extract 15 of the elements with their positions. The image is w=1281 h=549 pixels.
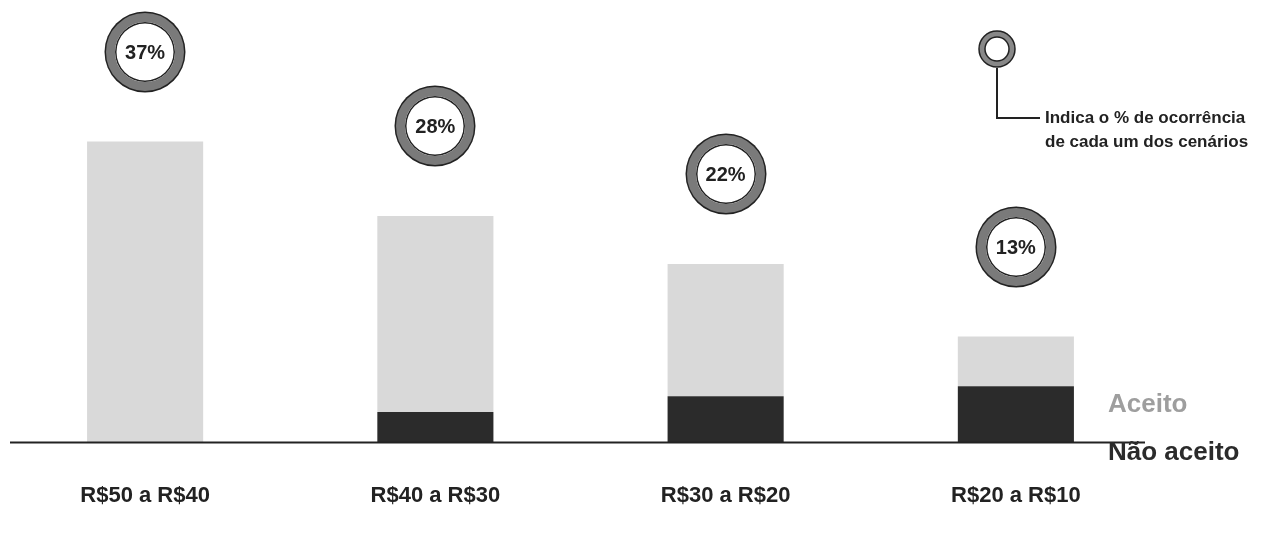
series-label: Aceito [1108, 388, 1188, 419]
series-label: Não aceito [1108, 436, 1240, 467]
annotation: Indica o % de ocorrência de cada um dos cenários [1045, 107, 1250, 153]
text: 28% [414, 113, 457, 138]
x-tick-label: R$50 a R$40 [80, 481, 210, 507]
x-tick-label: R$30 a R$20 [660, 481, 791, 507]
x-tick-label: R$20 a R$10 [951, 481, 1081, 507]
text: 37% [124, 39, 167, 64]
annotation: 22% [704, 162, 747, 187]
annotation: 13% [994, 234, 1037, 259]
bar [377, 215, 494, 412]
x-tick-label: R$40 a R$30 [370, 481, 501, 507]
bar [87, 141, 204, 443]
bar [957, 336, 1074, 387]
bar [667, 264, 784, 397]
